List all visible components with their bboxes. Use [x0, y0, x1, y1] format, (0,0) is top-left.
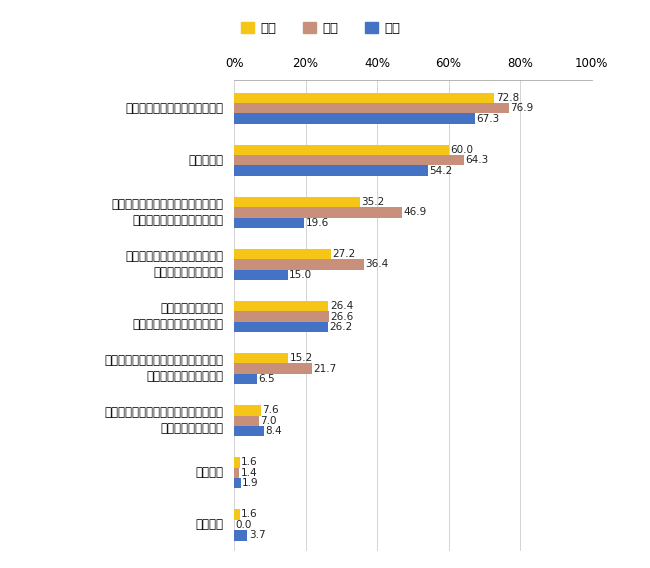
Text: 19.6: 19.6	[306, 218, 329, 228]
Bar	[234, 457, 240, 467]
Bar	[234, 374, 257, 385]
Bar	[234, 467, 239, 478]
Bar	[234, 416, 259, 426]
Bar	[234, 103, 509, 114]
Bar	[234, 353, 289, 364]
Bar	[234, 259, 364, 270]
Bar	[234, 405, 261, 416]
Text: 67.3: 67.3	[476, 114, 499, 124]
Bar	[234, 114, 474, 124]
Text: 26.2: 26.2	[329, 322, 352, 332]
Bar	[234, 218, 304, 228]
Bar	[234, 311, 329, 321]
Legend: 全体, 母親, 父親: 全体, 母親, 父親	[240, 22, 401, 35]
Bar	[234, 249, 332, 259]
Text: 8.4: 8.4	[265, 426, 282, 436]
Text: 3.7: 3.7	[249, 531, 265, 540]
Bar	[234, 509, 240, 520]
Text: 76.9: 76.9	[510, 103, 534, 113]
Bar	[234, 165, 428, 176]
Text: 15.0: 15.0	[289, 270, 312, 280]
Text: 46.9: 46.9	[403, 207, 426, 218]
Bar	[234, 426, 264, 436]
Text: 64.3: 64.3	[465, 155, 489, 165]
Bar	[234, 155, 464, 165]
Bar	[234, 270, 287, 280]
Text: 36.4: 36.4	[365, 260, 389, 269]
Bar	[234, 478, 240, 488]
Text: 0.0: 0.0	[235, 520, 252, 530]
Bar	[234, 321, 328, 332]
Bar	[234, 93, 494, 103]
Text: 15.2: 15.2	[290, 353, 313, 363]
Text: 7.0: 7.0	[261, 416, 277, 426]
Text: 21.7: 21.7	[313, 364, 336, 374]
Text: 35.2: 35.2	[361, 197, 385, 207]
Bar	[234, 364, 311, 374]
Text: 26.4: 26.4	[330, 301, 353, 311]
Text: 27.2: 27.2	[333, 249, 356, 259]
Text: 1.6: 1.6	[241, 457, 258, 467]
Text: 1.9: 1.9	[242, 478, 259, 488]
Bar	[234, 530, 247, 541]
Bar	[234, 197, 360, 207]
Text: 6.5: 6.5	[259, 374, 276, 384]
Text: 7.6: 7.6	[263, 406, 280, 415]
Text: 26.6: 26.6	[330, 311, 354, 321]
Text: 1.4: 1.4	[240, 468, 257, 478]
Bar	[234, 207, 402, 218]
Bar	[234, 301, 328, 311]
Text: 72.8: 72.8	[496, 93, 519, 103]
Text: 60.0: 60.0	[450, 145, 473, 155]
Text: 1.6: 1.6	[241, 509, 258, 520]
Bar	[234, 145, 448, 155]
Text: 54.2: 54.2	[429, 166, 452, 176]
